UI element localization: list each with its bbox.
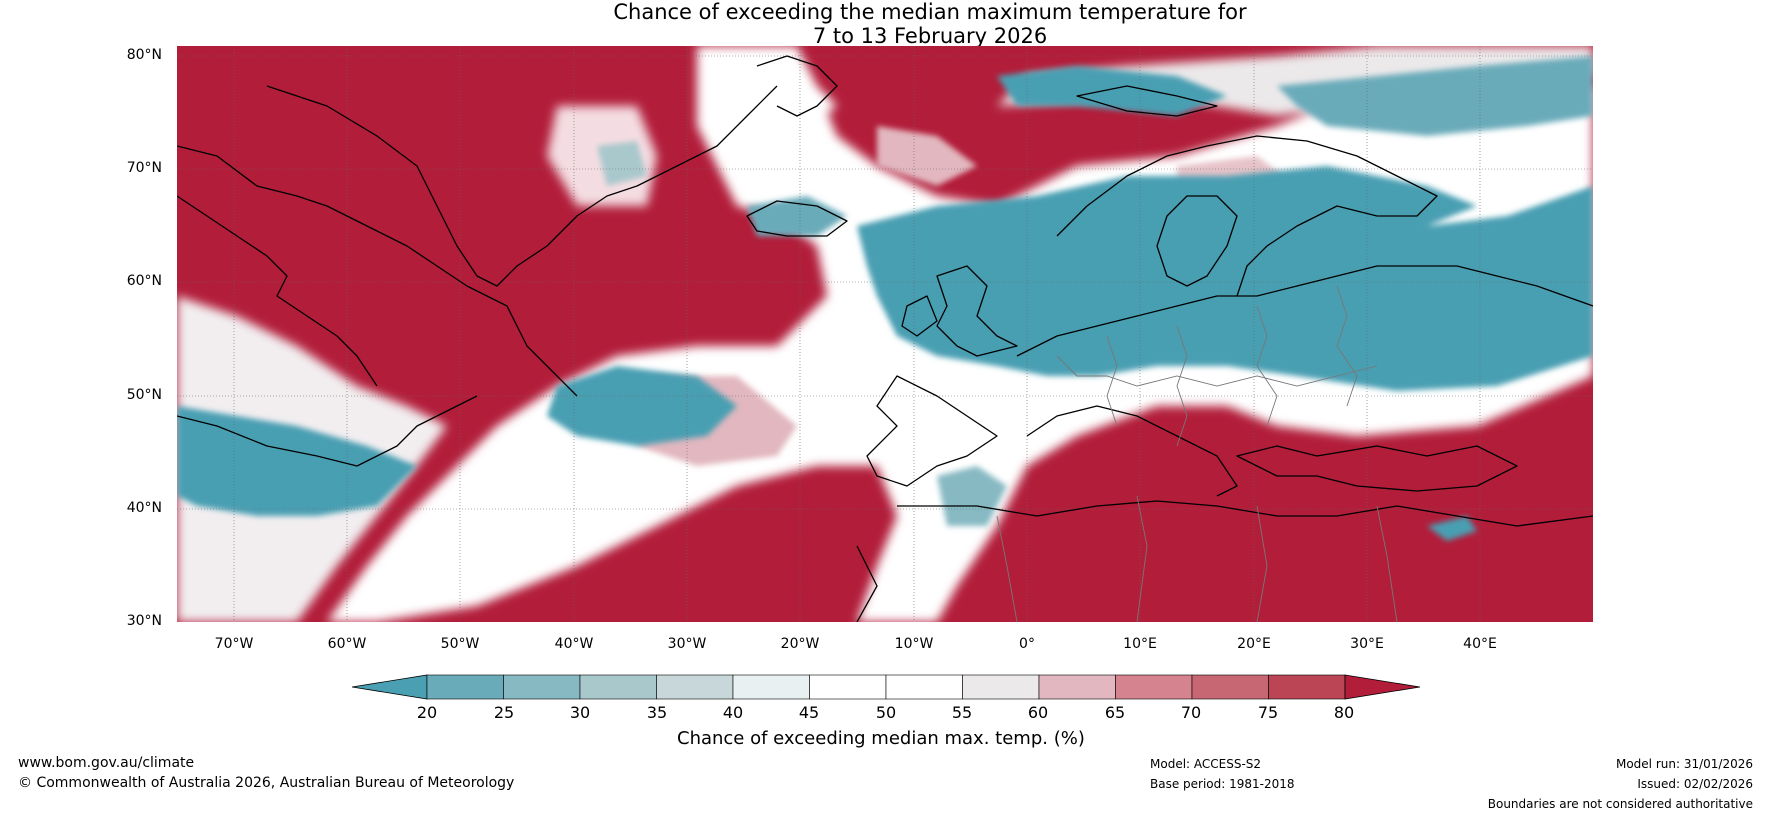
lon-tick-30e: 30°E <box>1350 636 1384 652</box>
colorbar <box>351 672 1422 706</box>
lat-tick-80n: 80°N <box>126 47 162 63</box>
lon-tick-50w: 50°W <box>440 636 480 652</box>
colorbar-segment <box>1115 674 1193 700</box>
colorbar-tick-40: 40 <box>722 703 744 722</box>
forecast-map <box>177 46 1593 622</box>
graticule <box>177 46 1593 622</box>
lon-tick-40w: 40°W <box>554 636 594 652</box>
lon-tick-20w: 20°W <box>780 636 820 652</box>
lon-tick-30w: 30°W <box>667 636 707 652</box>
lon-tick-70w: 70°W <box>214 636 254 652</box>
colorbar-tick-45: 45 <box>798 703 820 722</box>
lat-tick-30n: 30°N <box>126 613 162 629</box>
colorbar-segment <box>656 674 734 700</box>
colorbar-tick-20: 20 <box>416 703 438 722</box>
source-url: www.bom.gov.au/climate <box>18 755 195 771</box>
copyright-notice: © Commonwealth of Australia 2026, Austra… <box>18 775 515 791</box>
coastlines <box>177 55 1593 622</box>
colorbar-tick-80: 80 <box>1333 703 1355 722</box>
lat-tick-40n: 40°N <box>126 500 162 516</box>
colorbar-segment <box>579 674 657 700</box>
lat-tick-70n: 70°N <box>126 160 162 176</box>
lon-tick-60w: 60°W <box>327 636 367 652</box>
colorbar-segment <box>1191 674 1269 700</box>
lon-tick-10w: 10°W <box>894 636 934 652</box>
colorbar-tick-25: 25 <box>493 703 515 722</box>
colorbar-segment <box>1038 674 1116 700</box>
lat-tick-60n: 60°N <box>126 273 162 289</box>
title-line-2: 7 to 13 February 2026 <box>812 24 1048 48</box>
colorbar-svg <box>351 674 1421 700</box>
colorbar-tick-65: 65 <box>1104 703 1126 722</box>
colorbar-segment <box>885 674 963 700</box>
map-svg <box>177 46 1593 622</box>
colorbar-extend-high <box>1344 674 1421 700</box>
lon-tick-20e: 20°E <box>1237 636 1271 652</box>
colorbar-tick-55: 55 <box>951 703 973 722</box>
colorbar-tick-30: 30 <box>569 703 591 722</box>
colorbar-tick-60: 60 <box>1027 703 1049 722</box>
colorbar-tick-75: 75 <box>1257 703 1279 722</box>
base-period: Base period: 1981-2018 <box>1150 777 1295 791</box>
issued-date: Issued: 02/02/2026 <box>1637 777 1753 791</box>
colorbar-tick-35: 35 <box>646 703 668 722</box>
colorbar-tick-50: 50 <box>875 703 897 722</box>
colorbar-segment <box>426 674 504 700</box>
colorbar-tick-70: 70 <box>1180 703 1202 722</box>
colorbar-extend-low <box>351 674 428 700</box>
colorbar-label: Chance of exceeding median max. temp. (%… <box>677 728 1085 749</box>
lon-tick-0: 0° <box>1019 636 1035 652</box>
boundaries-disclaimer: Boundaries are not considered authoritat… <box>1487 797 1753 811</box>
colorbar-segment <box>732 674 810 700</box>
colorbar-segment <box>962 674 1040 700</box>
lon-tick-40e: 40°E <box>1463 636 1497 652</box>
model-name: Model: ACCESS-S2 <box>1150 757 1262 771</box>
colorbar-segment <box>1268 674 1346 700</box>
lat-tick-50n: 50°N <box>126 387 162 403</box>
model-run-date: Model run: 31/01/2026 <box>1615 757 1753 771</box>
title-line-1: Chance of exceeding the median maximum t… <box>613 0 1247 24</box>
colorbar-segment <box>809 674 887 700</box>
lon-tick-10e: 10°E <box>1123 636 1157 652</box>
colorbar-segment <box>503 674 581 700</box>
national-borders <box>996 285 1398 622</box>
chart-title: Chance of exceeding the median maximum t… <box>0 0 1770 48</box>
